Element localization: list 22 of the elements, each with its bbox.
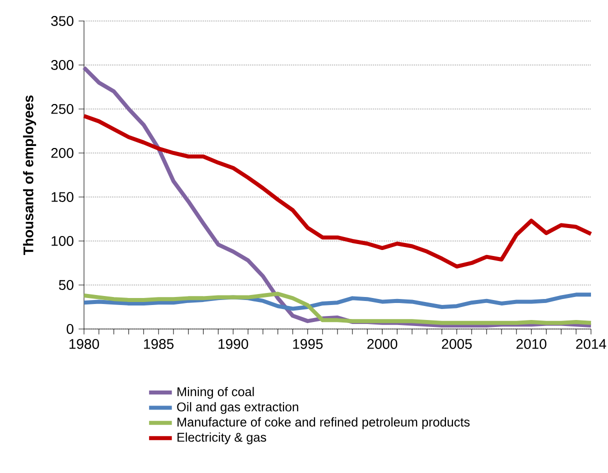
x-tick-label: 2005 — [442, 339, 472, 349]
x-tick-label: 2000 — [367, 339, 398, 349]
legend-label: Mining of coal — [178, 386, 254, 399]
x-tick-label: 1985 — [144, 339, 174, 349]
legend-label: Manufacture of coke and refined petroleum products — [178, 417, 470, 430]
y-tick-label: 50 — [58, 280, 74, 290]
x-tick-label: 1990 — [218, 339, 248, 349]
y-tick-label: 150 — [52, 192, 74, 202]
y-tick-label: 0 — [66, 324, 74, 334]
line-series — [82, 114, 593, 269]
y-tick-label: 350 — [51, 16, 74, 26]
y-tick-label: 200 — [51, 148, 74, 158]
legend-label: Oil and gas extraction — [177, 402, 298, 414]
x-tick-label: 2010 — [516, 339, 546, 349]
x-tick-label: 1995 — [293, 339, 323, 349]
x-tick-label: 2014 — [576, 339, 606, 349]
y-tick-label: 100 — [52, 236, 74, 246]
x-tick-label: 1980 — [69, 339, 100, 349]
y-tick-label: 300 — [51, 60, 74, 70]
y-axis-title: Thousand of employees — [23, 95, 36, 255]
y-tick-label: 250 — [51, 104, 74, 114]
legend-label: Electricity & gas — [178, 432, 266, 444]
